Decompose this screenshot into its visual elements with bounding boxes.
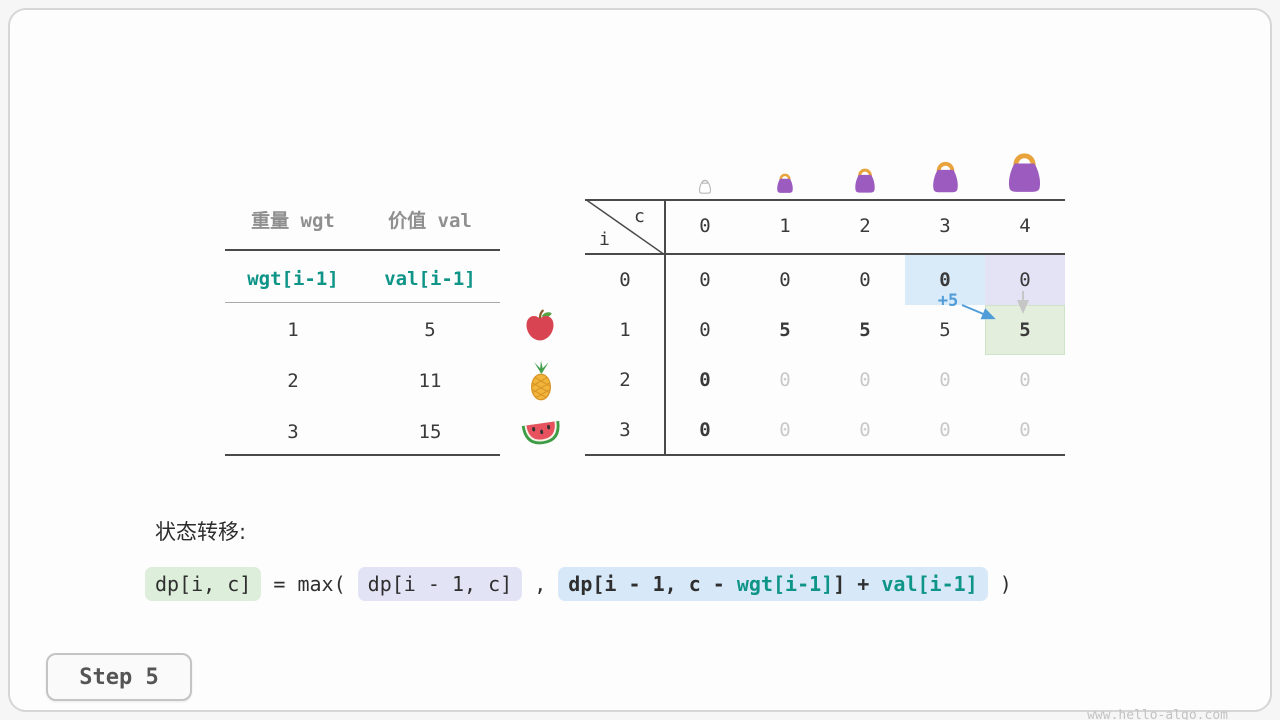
- bag-ghost-icon: [697, 177, 713, 198]
- items-formula-wgt: wgt[i-1]: [247, 268, 339, 290]
- dp-cell-2-3: 0: [939, 369, 951, 391]
- item-row-3-wgt: 3: [287, 421, 299, 443]
- items-col-header-value: 价值 val: [388, 210, 472, 232]
- formula-take-wgt: wgt[i-1]: [736, 572, 834, 596]
- dp-cell-2-4: 0: [1019, 369, 1031, 391]
- formula-close-paren: ): [987, 572, 1012, 596]
- transition-formula: dp[i, c] = max( dp[i - 1, c] , dp[i - 1,…: [145, 567, 1012, 601]
- dp-cell-3-4: 0: [1019, 419, 1031, 441]
- dp-cell-1-3: 5: [939, 319, 951, 341]
- formula-take-val: val[i-1]: [881, 572, 978, 596]
- dp-col-header-1: 1: [779, 215, 791, 237]
- items-col-header-weight: 重量 wgt: [251, 210, 335, 232]
- dp-highlight-source-purple: [985, 255, 1065, 305]
- formula-chip-dp-i-c: dp[i, c]: [145, 567, 262, 601]
- item-row-2-val: 11: [418, 370, 442, 392]
- formula-chip-dp-prev: dp[i - 1, c]: [357, 567, 523, 601]
- dp-row-header-1: 1: [619, 319, 631, 341]
- dp-top-rule: [585, 199, 1065, 201]
- plus-five-annotation: +5: [937, 291, 959, 311]
- dp-cell-2-0: 0: [699, 369, 711, 391]
- dp-col-header-0: 0: [699, 215, 711, 237]
- formula-eq-max: = max(: [261, 572, 358, 596]
- dp-col-header-2: 2: [859, 215, 871, 237]
- bag-small-icon: [774, 170, 796, 198]
- bag-xlarge-icon: [1002, 146, 1047, 198]
- dp-cell-0-4: 0: [1019, 269, 1031, 291]
- transition-label: 状态转移:: [155, 520, 247, 544]
- dp-row-header-3: 3: [619, 419, 631, 441]
- pineapple-icon: [524, 359, 558, 403]
- blue-arrow: [961, 304, 996, 320]
- dp-cell-1-2: 5: [859, 319, 871, 341]
- dp-corner-diagonal: [585, 199, 665, 255]
- apple-icon: [522, 308, 558, 344]
- dp-cell-3-2: 0: [859, 419, 871, 441]
- dp-highlight-source-blue: [905, 255, 985, 305]
- item-row-1-val: 5: [424, 319, 436, 341]
- dp-cell-3-1: 0: [779, 419, 791, 441]
- dp-cell-0-1: 0: [779, 269, 791, 291]
- dp-cell-1-0: 0: [699, 319, 711, 341]
- bag-medium-icon: [851, 164, 879, 198]
- formula-chip-dp-take: dp[i - 1, c - wgt[i-1]] + val[i-1]: [558, 567, 988, 601]
- item-row-3-val: 15: [418, 421, 442, 443]
- diagram-card: 重量 wgt 价值 val wgt[i-1] val[i-1] 1 5 2 11…: [8, 8, 1272, 720]
- dp-row-header-2: 2: [619, 369, 631, 391]
- dp-cell-2-1: 0: [779, 369, 791, 391]
- items-table-bottom-rule: [225, 454, 500, 456]
- watermelon-icon: [519, 414, 563, 448]
- bag-large-icon: [928, 156, 963, 198]
- watermark: www.hello-algo.com: [1087, 708, 1228, 720]
- step-button[interactable]: Step 5: [46, 653, 192, 701]
- dp-row-header-0: 0: [619, 269, 631, 291]
- dp-corner-row-label: i: [599, 229, 610, 250]
- dp-bottom-rule: [585, 454, 1065, 456]
- items-table-header-rule: [225, 249, 500, 251]
- dp-cell-3-0: 0: [699, 419, 711, 441]
- items-formula-val: val[i-1]: [384, 268, 476, 290]
- dp-cell-2-2: 0: [859, 369, 871, 391]
- dp-col-header-4: 4: [1019, 215, 1031, 237]
- formula-take-part3: ] +: [833, 572, 882, 596]
- dp-cell-0-3: 0: [939, 269, 951, 291]
- dp-cell-1-1: 5: [779, 319, 791, 341]
- formula-take-part1: dp[i - 1, c -: [568, 572, 737, 596]
- dp-cell-0-0: 0: [699, 269, 711, 291]
- dp-cell-0-2: 0: [859, 269, 871, 291]
- dp-vertical-rule: [664, 199, 666, 456]
- item-row-1-wgt: 1: [287, 319, 299, 341]
- dp-col-header-3: 3: [939, 215, 951, 237]
- dp-corner-col-label: c: [634, 206, 645, 227]
- transition-arrows: [961, 291, 1029, 320]
- item-row-2-wgt: 2: [287, 370, 299, 392]
- dp-cell-3-3: 0: [939, 419, 951, 441]
- formula-comma: ,: [522, 572, 559, 596]
- dp-header-rule: [585, 253, 1065, 255]
- items-table-mid-rule: [225, 302, 500, 303]
- dp-cell-1-4: 5: [1019, 319, 1031, 341]
